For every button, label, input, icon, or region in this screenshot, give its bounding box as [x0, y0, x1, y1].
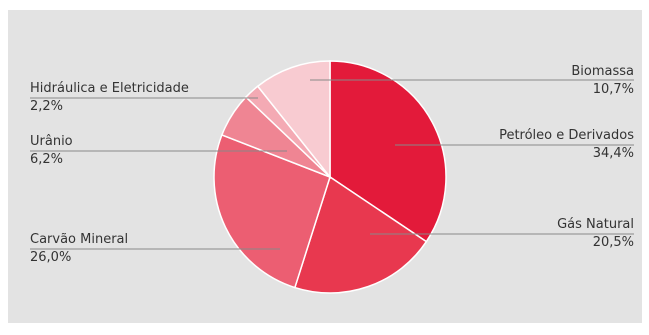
label-petroleo-value: 34,4%	[592, 146, 634, 161]
pie-slice-0	[329, 60, 447, 243]
label-biomassa: Biomassa 10,7%	[571, 63, 634, 99]
label-carvao-name: Carvão Mineral	[30, 232, 129, 247]
label-carvao: Carvão Mineral 26,0%	[30, 231, 128, 267]
label-petroleo-name: Petróleo e Derivados	[499, 128, 634, 143]
label-hidraulica-name: Hidráulica e Eletricidade	[30, 81, 189, 96]
label-biomassa-value: 10,7%	[592, 82, 634, 97]
label-hidraulica: Hidráulica e Eletricidade 2,2%	[30, 80, 189, 116]
pie-slice-5	[256, 60, 331, 180]
label-hidraulica-value: 2,2%	[30, 99, 64, 114]
label-uranio-name: Urânio	[30, 134, 73, 149]
label-gas-natural-value: 20,5%	[592, 235, 634, 250]
label-gas-natural: Gás Natural 20,5%	[557, 216, 634, 252]
label-gas-natural-name: Gás Natural	[557, 217, 634, 232]
label-uranio-value: 6,2%	[30, 152, 64, 167]
pie-slice-1	[293, 175, 428, 294]
label-biomassa-name: Biomassa	[571, 64, 634, 79]
label-carvao-value: 26,0%	[30, 250, 72, 265]
label-petroleo: Petróleo e Derivados 34,4%	[499, 127, 634, 163]
label-uranio: Urânio 6,2%	[30, 133, 73, 169]
